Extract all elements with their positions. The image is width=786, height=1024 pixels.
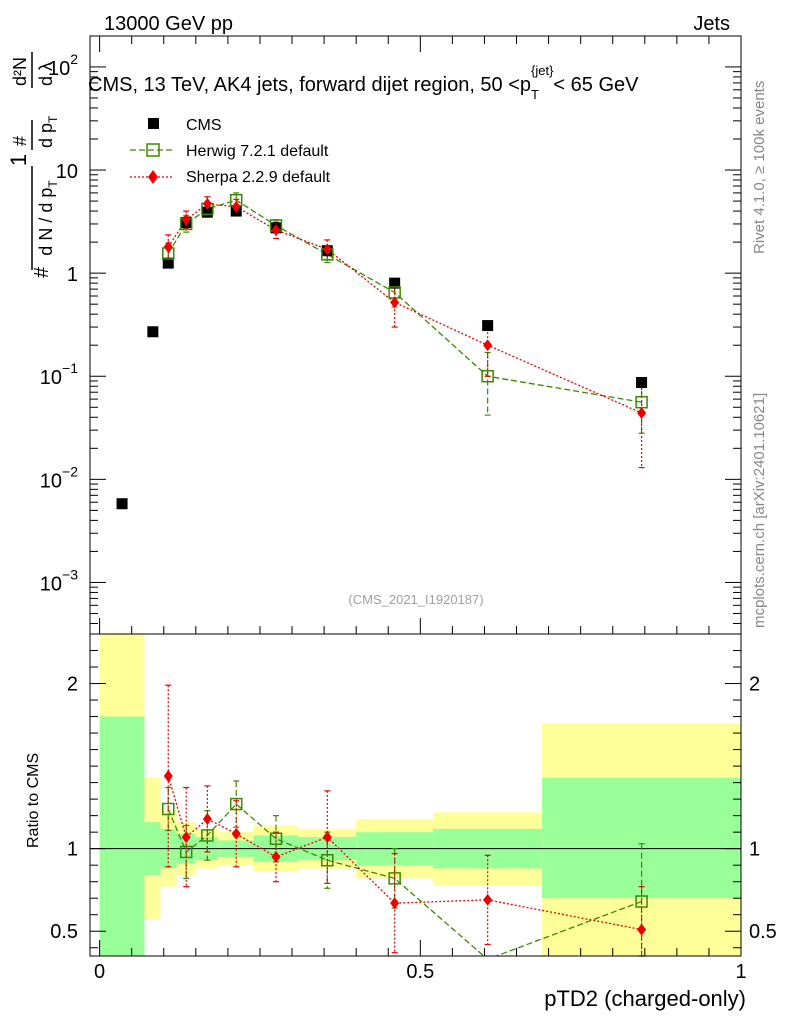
chart-title: CMS, 13 TeV, AK4 jets, forward dijet reg… bbox=[88, 63, 639, 102]
y-tick-label-exp: −3 bbox=[62, 566, 78, 582]
data-series bbox=[116, 192, 648, 957]
side-text-bottom: mcplots.cern.ch [arXiv:2401.10621] bbox=[751, 393, 768, 628]
x-tick-label: 0 bbox=[94, 961, 105, 983]
y-tick-label-base: 10 bbox=[40, 367, 62, 389]
analysis-id: (CMS_2021_I1920187) bbox=[348, 592, 483, 607]
bottom-panel-frame bbox=[89, 633, 742, 957]
side-text-top: Rivet 4.1.0, ≥ 100k events bbox=[751, 81, 768, 254]
legend-cms-marker bbox=[148, 118, 159, 129]
sherpa-line-bottom bbox=[167, 775, 642, 931]
legend-sherpa-marker bbox=[148, 170, 158, 184]
header-right: Jets bbox=[693, 13, 730, 35]
herwig-line-top bbox=[167, 199, 642, 403]
cms-point bbox=[389, 277, 401, 289]
cms-point bbox=[636, 376, 648, 388]
herwig-point-bottom bbox=[229, 797, 243, 811]
sherpa-line-top bbox=[167, 203, 642, 414]
sherpa-point-top bbox=[202, 197, 212, 210]
cms-point bbox=[482, 320, 494, 332]
y-tick-label-bottom: 1 bbox=[67, 839, 78, 861]
cms-point bbox=[147, 326, 159, 338]
y-tick-label-bottom-right: 2 bbox=[749, 674, 760, 696]
y-tick-label-top: 1 bbox=[67, 264, 78, 286]
y-tick-label-exp: 2 bbox=[70, 51, 78, 67]
cms-point bbox=[201, 206, 213, 218]
ylabel-dpt-t: T bbox=[46, 115, 60, 123]
y-tick-label-top: 10−3 bbox=[40, 566, 78, 595]
sherpa-point-bottom bbox=[181, 831, 191, 844]
y-tick-label-top: 10 bbox=[56, 161, 78, 183]
ylabel-sharp-1: # bbox=[31, 266, 53, 278]
ylabel-sharp-2: # bbox=[10, 136, 30, 146]
ylabel-dn: d N / d pT bbox=[36, 180, 60, 256]
ylabel-dpt-text: d p bbox=[36, 123, 56, 148]
ylabel-d2n: d²N bbox=[10, 57, 30, 86]
ylabel-dn-text: d N / d p bbox=[36, 188, 56, 256]
y-tick-label-exp: −1 bbox=[62, 360, 78, 376]
sherpa-point-top bbox=[271, 224, 281, 237]
y-tick-label-top: 10−2 bbox=[40, 463, 78, 492]
sherpa-point-top bbox=[231, 200, 241, 213]
y-axis-label-bottom: Ratio to CMS bbox=[25, 753, 42, 848]
sherpa-point-bottom bbox=[390, 897, 400, 910]
sherpa-point-top bbox=[322, 243, 332, 256]
herwig-point-bottom bbox=[321, 853, 334, 867]
x-tick-label: 1 bbox=[735, 961, 746, 983]
sherpa-point-bottom bbox=[163, 770, 173, 783]
sherpa-point-top bbox=[181, 213, 191, 226]
herwig-point-bottom bbox=[201, 829, 214, 842]
sherpa-point-bottom bbox=[483, 893, 493, 906]
sherpa-point-bottom bbox=[231, 827, 241, 840]
y-tick-label-base: 10 bbox=[40, 470, 62, 492]
y-tick-label-base: 10 bbox=[48, 58, 70, 80]
y-tick-label-bottom: 0.5 bbox=[50, 921, 78, 943]
sherpa-point-top bbox=[163, 240, 173, 253]
herwig-point-bottom bbox=[161, 802, 175, 816]
herwig-point-bottom bbox=[388, 872, 401, 885]
legend-cms-label: CMS bbox=[186, 117, 222, 134]
green-band-bin-0 bbox=[99, 716, 145, 956]
y-tick-label-top: 10−1 bbox=[40, 360, 78, 389]
sherpa-point-bottom bbox=[322, 831, 332, 844]
y-axis-label-top: 1 d N / d pT # # d pT d²N d λ bbox=[6, 52, 60, 278]
cms-point bbox=[162, 257, 174, 269]
herwig-point-top bbox=[481, 369, 494, 383]
sherpa-point-top bbox=[390, 296, 400, 309]
ylabel-dn-t: T bbox=[46, 180, 60, 188]
y-tick-label-exp: −2 bbox=[62, 463, 78, 479]
sherpa-point-bottom bbox=[202, 812, 212, 825]
title-prefix: CMS, 13 TeV, AK4 jets, forward dijet reg… bbox=[88, 74, 531, 96]
title-sup: {jet} bbox=[531, 63, 554, 78]
x-axis-label: pTD2 (charged-only) bbox=[544, 986, 746, 1011]
herwig-point-bottom bbox=[179, 845, 193, 859]
sherpa-point-bottom bbox=[271, 850, 281, 863]
legend-herwig-label: Herwig 7.2.1 default bbox=[186, 143, 329, 160]
cms-point bbox=[116, 498, 128, 510]
title-suffix: < 65 GeV bbox=[553, 74, 639, 96]
ylabel-dpt: d pT bbox=[36, 115, 60, 148]
sherpa-point-bottom bbox=[637, 923, 647, 936]
ylabel-dlam: d λ bbox=[36, 62, 56, 86]
y-tick-label-top: 102 bbox=[48, 51, 78, 80]
y-tick-label-base: 10 bbox=[40, 573, 62, 595]
y-tick-label-bottom: 2 bbox=[67, 674, 78, 696]
green-band-bin-10 bbox=[542, 777, 741, 899]
herwig-point-bottom bbox=[635, 895, 648, 908]
legend: CMS Herwig 7.2.1 default Sherpa 2.2.9 de… bbox=[130, 117, 331, 186]
x-tick-label: 0.5 bbox=[406, 961, 434, 983]
y-tick-label-bottom-right: 0.5 bbox=[749, 921, 777, 943]
legend-sherpa-label: Sherpa 2.2.9 default bbox=[186, 169, 331, 186]
y-tick-label-bottom-right: 1 bbox=[749, 839, 760, 861]
sherpa-point-top bbox=[637, 407, 647, 420]
ylabel-one: 1 bbox=[6, 154, 31, 166]
header-left: 13000 GeV pp bbox=[104, 13, 233, 35]
herwig-line-bottom bbox=[167, 803, 642, 956]
herwig-point-bottom bbox=[269, 832, 283, 846]
title-sub: T bbox=[531, 87, 539, 102]
sherpa-point-top bbox=[483, 339, 493, 352]
legend-herwig-marker bbox=[146, 143, 160, 157]
